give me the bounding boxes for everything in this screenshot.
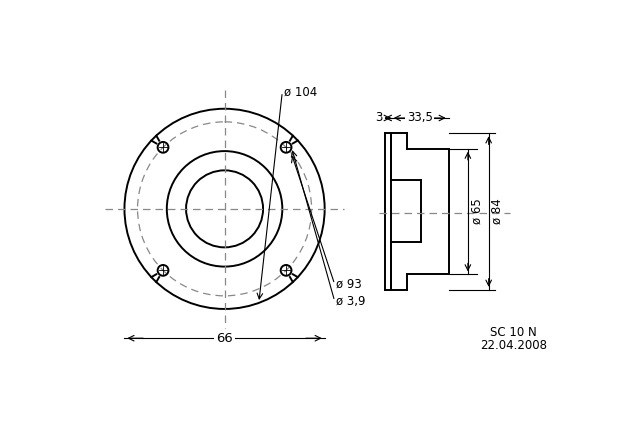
Text: SC 10 N: SC 10 N xyxy=(490,326,536,339)
Text: ø 93: ø 93 xyxy=(336,278,362,291)
Text: ø 84: ø 84 xyxy=(491,198,504,224)
Text: ø 104: ø 104 xyxy=(284,85,317,98)
Text: 66: 66 xyxy=(216,332,233,345)
Text: 3: 3 xyxy=(375,111,383,125)
Text: ø 3,9: ø 3,9 xyxy=(336,295,366,308)
Text: ø 65: ø 65 xyxy=(470,198,483,224)
Text: 33,5: 33,5 xyxy=(407,111,433,125)
Text: 22.04.2008: 22.04.2008 xyxy=(480,339,547,351)
